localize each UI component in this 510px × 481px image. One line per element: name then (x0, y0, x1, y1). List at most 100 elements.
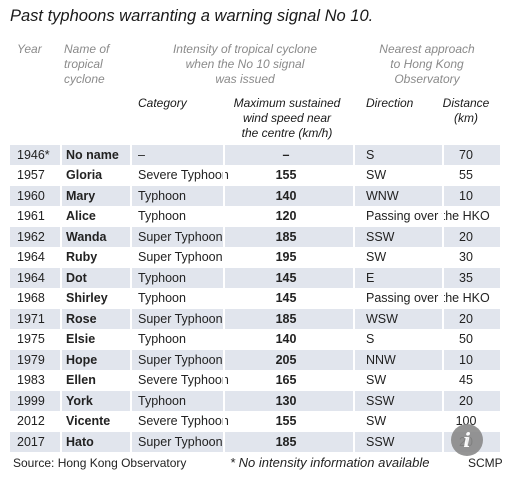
column-separator (353, 370, 355, 390)
column-separator (60, 309, 62, 329)
direction-cell: Passing over the HKO (366, 291, 490, 305)
category-cell: Severe Typhoon (138, 414, 229, 428)
column-separator (60, 432, 62, 452)
year-cell: 1983 (17, 373, 45, 387)
wind-cell: 165 (275, 373, 297, 387)
name-cell: Gloria (66, 168, 103, 182)
distance-cell: 20 (459, 312, 473, 326)
header-name: Name of tropical cyclone (64, 42, 109, 87)
column-separator (60, 227, 62, 247)
column-separator (223, 391, 225, 411)
direction-cell: E (366, 271, 375, 285)
column-separator (223, 268, 225, 288)
year-cell: 2012 (17, 414, 45, 428)
name-cell: Wanda (66, 230, 107, 244)
column-separator (353, 309, 355, 329)
header-intensity-line: when the No 10 signal (185, 57, 305, 71)
distance-cell: 55 (459, 168, 473, 182)
direction-cell: WSW (366, 312, 398, 326)
info-icon[interactable]: i (451, 424, 483, 456)
column-separator (60, 411, 62, 431)
table-row: 1968 Shirley Typhoon 145 Passing over th… (10, 288, 500, 308)
distance-cell: 30 (459, 250, 473, 264)
column-separator (223, 288, 225, 308)
header-distance: Distance (km) (438, 96, 494, 126)
source-note: Source: Hong Kong Observatory (13, 456, 187, 470)
column-separator (60, 247, 62, 267)
header-name-line: cyclone (64, 72, 105, 86)
wind-cell: 185 (275, 230, 297, 244)
name-cell: No name (66, 148, 119, 162)
column-separator (223, 411, 225, 431)
column-separator (353, 411, 355, 431)
distance-cell: 70 (459, 148, 473, 162)
name-cell: Dot (66, 271, 87, 285)
header-approach-line: Observatory (394, 72, 460, 86)
category-cell: Severe Typhoon (138, 373, 229, 387)
column-separator (223, 309, 225, 329)
column-separator (223, 350, 225, 370)
direction-cell: SW (366, 414, 387, 428)
column-separator (130, 247, 132, 267)
header-approach-line: to Hong Kong (390, 57, 464, 71)
header-intensity-line: Intensity of tropical cyclone (172, 42, 318, 56)
year-cell: 1946* (17, 148, 50, 162)
column-separator (60, 391, 62, 411)
column-separator (60, 206, 62, 226)
column-separator (353, 186, 355, 206)
table-row: 1971 Rose Super Typhoon 185 WSW 20 (10, 309, 500, 329)
column-separator (442, 247, 444, 267)
category-cell: Super Typhoon (138, 353, 223, 367)
header-year: Year (17, 42, 42, 56)
column-separator (130, 227, 132, 247)
column-separator (130, 350, 132, 370)
column-separator (130, 145, 132, 165)
category-cell: Typhoon (138, 189, 186, 203)
table-row: 1946* No name – – S 70 (10, 145, 500, 165)
table-row: 2012 Vicente Severe Typhoon 155 SW 100 (10, 411, 500, 431)
column-separator (130, 268, 132, 288)
header-distance-line: (km) (454, 111, 478, 125)
wind-cell: 185 (275, 312, 297, 326)
column-separator (442, 350, 444, 370)
credit: SCMP (468, 456, 503, 470)
wind-cell: 185 (275, 435, 297, 449)
category-cell: – (138, 148, 145, 162)
column-separator (60, 186, 62, 206)
distance-cell: 50 (459, 332, 473, 346)
header-name-line: tropical (64, 57, 103, 71)
year-cell: 1960 (17, 189, 45, 203)
column-separator (60, 288, 62, 308)
column-separator (130, 432, 132, 452)
category-cell: Super Typhoon (138, 435, 223, 449)
column-separator (130, 309, 132, 329)
header-approach-line: Nearest approach (379, 42, 475, 56)
column-separator (223, 206, 225, 226)
direction-cell: SSW (366, 435, 395, 449)
column-separator (442, 186, 444, 206)
header-approach: Nearest approach to Hong Kong Observator… (364, 42, 490, 87)
wind-cell: – (282, 148, 290, 162)
header-intensity-line: was issued (215, 72, 275, 86)
category-cell: Typhoon (138, 332, 186, 346)
table-row: 1964 Dot Typhoon 145 E 35 (10, 268, 500, 288)
category-cell: Super Typhoon (138, 230, 223, 244)
name-cell: Alice (66, 209, 96, 223)
category-cell: Typhoon (138, 209, 186, 223)
wind-cell: 145 (275, 271, 297, 285)
header-distance-line: Distance (442, 96, 490, 110)
direction-cell: SSW (366, 394, 395, 408)
wind-cell: 195 (275, 250, 297, 264)
distance-cell: 20 (459, 230, 473, 244)
column-separator (223, 432, 225, 452)
direction-cell: S (366, 332, 375, 346)
wind-cell: 140 (275, 189, 297, 203)
column-separator (353, 391, 355, 411)
year-cell: 2017 (17, 435, 45, 449)
column-separator (442, 329, 444, 349)
column-separator (442, 165, 444, 185)
column-separator (130, 411, 132, 431)
year-cell: 1999 (17, 394, 45, 408)
category-cell: Typhoon (138, 394, 186, 408)
column-separator (442, 432, 444, 452)
